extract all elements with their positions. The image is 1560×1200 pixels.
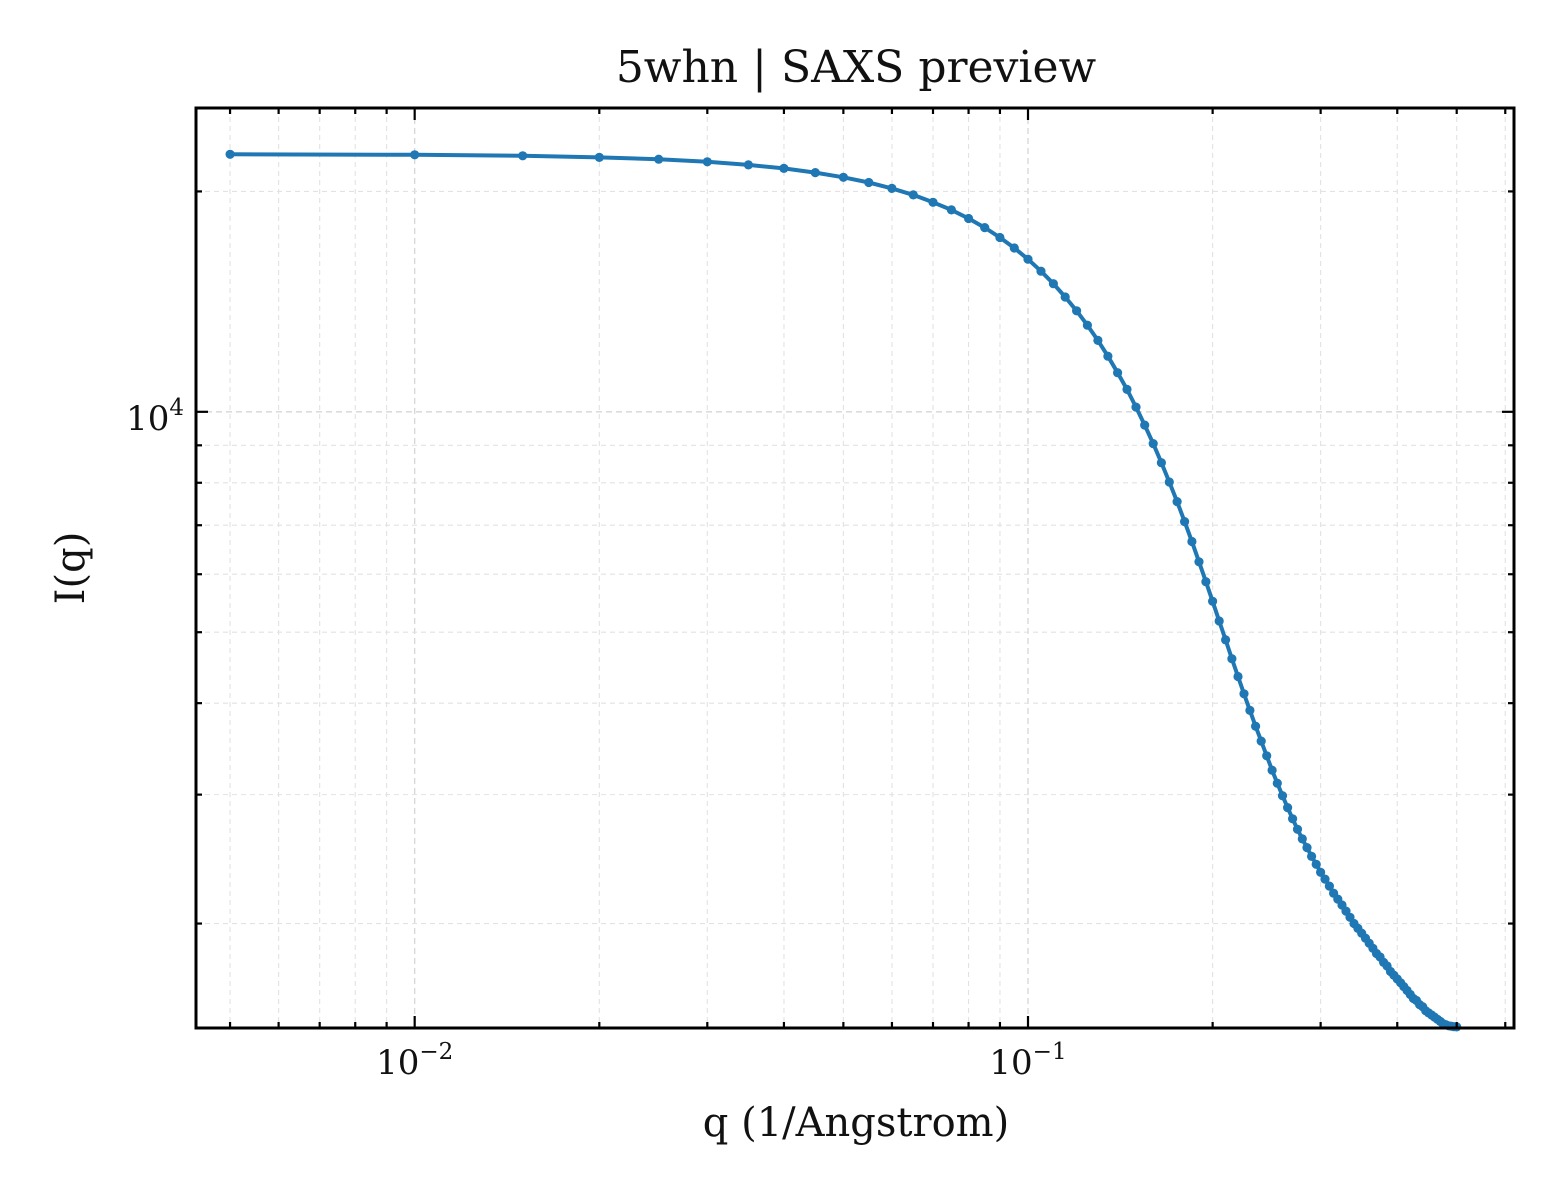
data-point [779, 163, 789, 173]
data-point [1082, 320, 1092, 330]
data-point [1060, 292, 1070, 302]
data-point [928, 197, 938, 207]
data-point [1093, 335, 1103, 345]
x-axis-label: q (1/Angstrom) [703, 1100, 1009, 1146]
y-axis-label: I(q) [48, 532, 94, 605]
data-point [1320, 874, 1330, 884]
chart-title: 5whn | SAXS preview [616, 42, 1097, 93]
y-tick-label: 104 [126, 395, 184, 439]
data-point [1256, 736, 1266, 746]
data-point [1156, 458, 1166, 468]
data-point [1122, 384, 1132, 394]
data-point [1023, 254, 1033, 264]
data-point [1311, 859, 1321, 869]
data-point [1302, 843, 1312, 853]
data-point [654, 154, 664, 164]
data-point [1307, 851, 1317, 862]
data-point [594, 152, 604, 162]
data-point [810, 168, 820, 178]
data-point [1214, 616, 1224, 626]
data-point [1009, 243, 1019, 253]
plot-area-frame [194, 106, 1516, 1030]
data-point [1245, 705, 1255, 716]
x-tick-label: 10−2 [376, 1039, 453, 1083]
data-point [1221, 635, 1231, 645]
data-point [1201, 577, 1211, 587]
data-point [980, 223, 990, 233]
data-point [1262, 751, 1272, 761]
x-tick-label: 10−1 [989, 1039, 1066, 1083]
data-series [225, 149, 1462, 1032]
data-point [1148, 439, 1158, 449]
data-point [864, 177, 874, 188]
data-point [995, 232, 1005, 243]
data-point [1103, 351, 1113, 361]
data-point [1036, 266, 1046, 276]
data-point [946, 205, 957, 215]
data-point [1227, 654, 1237, 664]
data-point [225, 149, 235, 159]
data-point [1277, 791, 1288, 801]
data-point [410, 150, 420, 160]
data-point [1131, 402, 1141, 412]
data-point [1324, 881, 1334, 891]
data-point [702, 157, 712, 167]
data-point [743, 160, 754, 170]
data-point [518, 151, 528, 161]
data-point [1187, 536, 1197, 547]
grid-lines [196, 108, 1514, 1028]
data-point [1172, 497, 1182, 507]
data-point [1048, 279, 1058, 289]
data-point [1292, 824, 1303, 834]
data-point [1113, 368, 1123, 378]
data-point [1297, 834, 1307, 844]
data-point [838, 172, 849, 182]
data-point [1272, 778, 1282, 788]
data-point [1140, 420, 1150, 430]
data-point [964, 213, 974, 224]
data-point [1267, 765, 1277, 775]
data-point [1283, 803, 1293, 813]
data-point [1180, 517, 1190, 527]
data-point [1251, 721, 1261, 731]
data-point [1233, 671, 1243, 682]
data-point [887, 183, 897, 193]
data-point [1072, 306, 1082, 316]
data-point [1164, 477, 1174, 487]
data-point [1288, 814, 1298, 824]
axis-ticks [196, 108, 1514, 1028]
data-point [908, 190, 918, 200]
data-point [1316, 867, 1326, 877]
data-point [1208, 596, 1218, 606]
data-point [1194, 557, 1204, 567]
tick-labels: 10−2 10−1 104 [126, 395, 1066, 1083]
data-point [1239, 689, 1249, 699]
